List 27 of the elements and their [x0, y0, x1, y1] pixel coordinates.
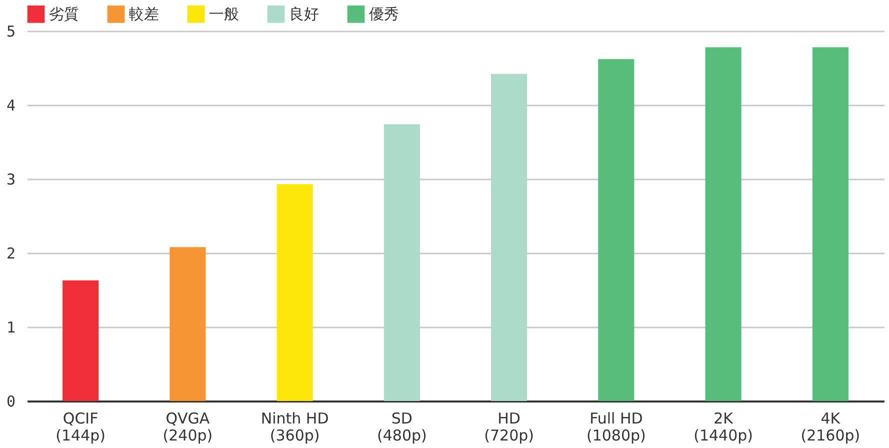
bar — [170, 247, 206, 401]
y-tick-label: 2 — [6, 244, 16, 262]
bar — [62, 280, 99, 401]
bar — [276, 184, 313, 401]
bar — [705, 47, 742, 401]
y-tick-label: 3 — [6, 170, 16, 188]
legend-label: 良好 — [289, 5, 319, 24]
y-tick-label: 5 — [6, 22, 16, 40]
legend-label: 劣質 — [49, 5, 79, 24]
x-tick-label: QCIF (144p) — [56, 410, 106, 444]
bar — [384, 124, 420, 401]
x-tick-label: QVGA (240p) — [162, 410, 213, 444]
legend-label: 優秀 — [369, 5, 399, 24]
x-tick-label: Ninth HD (360p) — [260, 410, 329, 444]
legend-label: 較差 — [129, 5, 159, 24]
legend-label: 一般 — [209, 5, 239, 24]
bar — [598, 59, 634, 401]
bar — [812, 47, 848, 401]
x-tick-label: 2K (1440p) — [694, 410, 754, 444]
y-tick-label: 1 — [6, 318, 16, 336]
y-tick-label: 4 — [6, 96, 16, 114]
bar — [491, 74, 528, 401]
x-tick-label: Full HD (1080p) — [586, 410, 646, 444]
x-tick-label: HD (720p) — [484, 410, 534, 444]
x-tick-label: 4K (2160p) — [800, 410, 860, 444]
y-tick-label: 0 — [6, 392, 16, 410]
x-tick-label: SD (480p) — [377, 410, 427, 444]
